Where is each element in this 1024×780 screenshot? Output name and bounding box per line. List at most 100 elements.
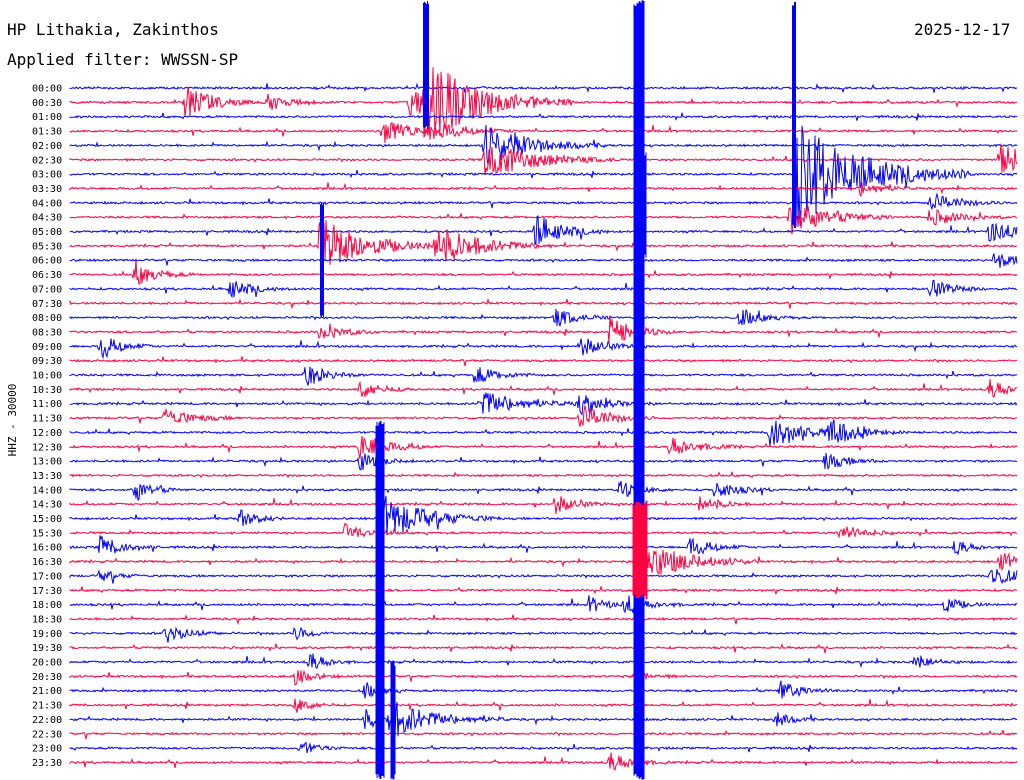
trace-row xyxy=(69,752,1018,771)
trace-row xyxy=(69,496,1018,514)
time-label: 04:30 xyxy=(32,213,62,224)
time-label: 10:30 xyxy=(32,385,62,396)
clipped-event xyxy=(633,0,645,780)
time-label: 11:30 xyxy=(32,414,62,425)
trace-row xyxy=(69,124,1018,165)
time-label: 08:30 xyxy=(32,327,62,338)
trace-row xyxy=(69,66,1018,138)
time-label: 03:30 xyxy=(32,184,62,195)
trace-row xyxy=(69,626,1018,643)
time-label: 08:00 xyxy=(32,313,62,324)
trace-row xyxy=(69,298,1018,310)
time-label: 22:30 xyxy=(32,729,62,740)
trace-row xyxy=(69,121,1018,144)
time-label: 06:30 xyxy=(32,270,62,281)
time-label: 01:00 xyxy=(32,112,62,123)
filter-label: Applied filter: WWSSN-SP xyxy=(7,50,239,69)
trace-row xyxy=(69,701,1018,738)
trace-row xyxy=(69,143,1018,175)
trace-row xyxy=(69,315,1018,343)
trace-row xyxy=(69,112,1018,122)
seismic-traces xyxy=(69,0,1018,780)
trace-row xyxy=(69,259,1018,285)
time-label: 09:30 xyxy=(32,356,62,367)
trace-row xyxy=(69,586,1018,595)
time-label: 13:00 xyxy=(32,457,62,468)
clipped-event xyxy=(641,152,647,258)
time-label: 12:00 xyxy=(32,428,62,439)
clipped-event xyxy=(320,203,324,317)
time-label: 13:30 xyxy=(32,471,62,482)
time-label: 23:30 xyxy=(32,758,62,769)
trace-row xyxy=(69,669,1018,686)
clipped-event xyxy=(423,0,429,130)
time-label: 20:30 xyxy=(32,672,62,683)
clipped-event xyxy=(375,421,385,779)
y-axis-label: HHZ - 30000 xyxy=(6,384,19,457)
clipped-event xyxy=(632,500,648,600)
time-label: 15:30 xyxy=(32,528,62,539)
time-label: 21:30 xyxy=(32,701,62,712)
trace-row xyxy=(69,366,1018,386)
time-label: 20:00 xyxy=(32,658,62,669)
trace-row xyxy=(69,182,1018,198)
trace-row xyxy=(69,435,1018,460)
trace-row xyxy=(69,595,1018,615)
trace-row xyxy=(69,338,1018,360)
time-labels: 00:00 00:30 01:00 01:30 02:00 02:30 03:00 03:30… xyxy=(32,84,62,769)
trace-row xyxy=(69,494,1018,535)
time-label: 18:30 xyxy=(32,614,62,625)
trace-row xyxy=(69,741,1018,754)
time-label: 00:30 xyxy=(32,98,62,109)
station-title: HP Lithakia, Zakinthos xyxy=(7,20,219,39)
time-label: 16:30 xyxy=(32,557,62,568)
time-label: 14:00 xyxy=(32,485,62,496)
time-label: 16:00 xyxy=(32,543,62,554)
trace-row xyxy=(69,253,1018,268)
time-label: 02:00 xyxy=(32,141,62,152)
time-label: 21:00 xyxy=(32,686,62,697)
date-label: 2025-12-17 xyxy=(914,20,1011,39)
trace-row xyxy=(69,453,1018,471)
trace-row xyxy=(69,419,1018,447)
trace-row xyxy=(69,215,1018,246)
trace-row xyxy=(69,379,1018,398)
trace-row xyxy=(69,356,1017,367)
time-label: 17:00 xyxy=(32,571,62,582)
trace-row xyxy=(69,522,1017,539)
trace-row xyxy=(69,729,1018,740)
time-label: 22:00 xyxy=(32,715,62,726)
time-label: 19:00 xyxy=(32,629,62,640)
trace-row xyxy=(69,308,1018,327)
time-label: 09:00 xyxy=(32,342,62,353)
time-label: 12:30 xyxy=(32,442,62,453)
time-label: 07:00 xyxy=(32,284,62,295)
clipped-event xyxy=(390,660,396,780)
trace-row xyxy=(69,653,1018,669)
trace-row xyxy=(69,614,1018,626)
time-label: 11:00 xyxy=(32,399,62,410)
time-label: 00:00 xyxy=(32,84,62,95)
time-label: 23:00 xyxy=(32,744,62,755)
time-label: 14:30 xyxy=(32,500,62,511)
trace-row xyxy=(69,680,1018,699)
time-label: 06:00 xyxy=(32,256,62,267)
trace-row xyxy=(69,192,1018,211)
trace-row xyxy=(69,569,1018,585)
trace-row xyxy=(69,279,1018,299)
time-label: 03:00 xyxy=(32,170,62,181)
time-label: 04:00 xyxy=(32,198,62,209)
trace-row xyxy=(69,219,1018,269)
time-label: 02:30 xyxy=(32,155,62,166)
time-label: 15:00 xyxy=(32,514,62,525)
trace-row xyxy=(69,698,1018,713)
trace-row xyxy=(69,471,1018,479)
trace-row xyxy=(69,82,1018,94)
time-label: 05:00 xyxy=(32,227,62,238)
time-label: 05:30 xyxy=(32,241,62,252)
trace-row xyxy=(69,643,1018,654)
trace-row xyxy=(69,125,1018,227)
trace-row xyxy=(69,205,1018,235)
time-label: 01:30 xyxy=(32,127,62,138)
trace-row xyxy=(69,405,1018,427)
